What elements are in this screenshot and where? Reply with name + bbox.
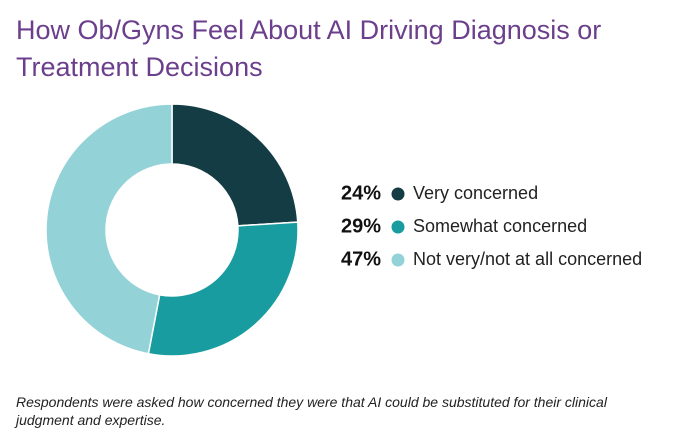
chart-title: How Ob/Gyns Feel About AI Driving Diagno…	[16, 15, 602, 82]
donut-slice	[147, 221, 299, 357]
footnote: Respondents were asked how concerned the…	[16, 394, 607, 428]
legend-swatch	[391, 187, 405, 201]
value-label: 24%	[341, 182, 381, 204]
legend-label: Not very/not at all concerned	[413, 249, 642, 269]
legend-label: Very concerned	[413, 183, 538, 203]
value-label: 29%	[341, 215, 381, 237]
legend-swatch	[391, 220, 405, 234]
donut-slice	[45, 103, 173, 355]
legend-swatch	[391, 253, 405, 267]
legend-label: Somewhat concerned	[413, 216, 587, 236]
donut-slice	[171, 103, 299, 227]
value-label: 47%	[341, 248, 381, 270]
